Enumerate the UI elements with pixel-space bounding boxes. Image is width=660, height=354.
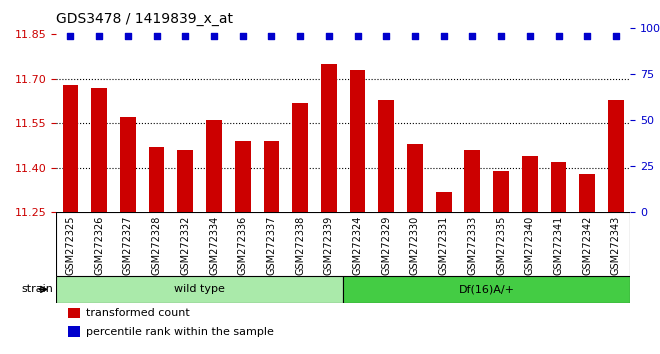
Bar xyxy=(292,103,308,212)
Point xyxy=(323,33,334,39)
Point xyxy=(295,33,306,39)
Point xyxy=(496,33,506,39)
Bar xyxy=(178,150,193,212)
Bar xyxy=(378,99,394,212)
Point xyxy=(180,33,191,39)
Bar xyxy=(67,308,81,319)
Text: GSM272340: GSM272340 xyxy=(525,216,535,275)
Text: GSM272333: GSM272333 xyxy=(467,216,477,275)
Text: GSM272324: GSM272324 xyxy=(352,216,362,275)
Bar xyxy=(56,276,343,303)
Text: GSM272330: GSM272330 xyxy=(410,216,420,275)
Text: GSM272326: GSM272326 xyxy=(94,216,104,275)
Bar xyxy=(343,276,630,303)
Text: transformed count: transformed count xyxy=(86,308,189,318)
Bar xyxy=(350,70,366,212)
Point xyxy=(610,33,621,39)
Bar xyxy=(263,141,279,212)
Text: GSM272334: GSM272334 xyxy=(209,216,219,275)
Bar xyxy=(206,120,222,212)
Text: strain: strain xyxy=(21,284,53,295)
Text: percentile rank within the sample: percentile rank within the sample xyxy=(86,327,274,337)
Point xyxy=(553,33,564,39)
Bar xyxy=(522,156,538,212)
Point xyxy=(352,33,363,39)
Point xyxy=(410,33,420,39)
Bar xyxy=(579,174,595,212)
Point xyxy=(582,33,593,39)
Bar xyxy=(465,150,480,212)
Bar xyxy=(91,88,107,212)
Text: GDS3478 / 1419839_x_at: GDS3478 / 1419839_x_at xyxy=(56,12,233,26)
Bar xyxy=(67,326,81,337)
Point xyxy=(381,33,391,39)
Bar xyxy=(436,192,451,212)
Text: GSM272331: GSM272331 xyxy=(439,216,449,275)
Text: GSM272329: GSM272329 xyxy=(381,216,391,275)
Bar xyxy=(63,85,79,212)
Point xyxy=(467,33,478,39)
Point xyxy=(438,33,449,39)
Point xyxy=(209,33,219,39)
Bar xyxy=(407,144,423,212)
Point xyxy=(266,33,277,39)
Text: GSM272336: GSM272336 xyxy=(238,216,248,275)
Text: wild type: wild type xyxy=(174,284,225,295)
Point xyxy=(123,33,133,39)
Text: GSM272341: GSM272341 xyxy=(554,216,564,275)
Text: GSM272339: GSM272339 xyxy=(324,216,334,275)
Text: GSM272342: GSM272342 xyxy=(582,216,592,275)
Text: GSM272332: GSM272332 xyxy=(180,216,190,275)
Bar xyxy=(608,99,624,212)
Bar xyxy=(550,162,566,212)
Text: GSM272343: GSM272343 xyxy=(611,216,621,275)
Point xyxy=(65,33,76,39)
Bar xyxy=(148,147,164,212)
Bar xyxy=(493,171,509,212)
Text: GSM272328: GSM272328 xyxy=(152,216,162,275)
Point xyxy=(151,33,162,39)
Bar xyxy=(120,118,136,212)
Text: GSM272338: GSM272338 xyxy=(295,216,305,275)
Bar xyxy=(235,141,251,212)
Bar xyxy=(321,64,337,212)
Text: GSM272325: GSM272325 xyxy=(65,216,75,275)
Text: Df(16)A/+: Df(16)A/+ xyxy=(459,284,515,295)
Point xyxy=(238,33,248,39)
Text: GSM272335: GSM272335 xyxy=(496,216,506,275)
Point xyxy=(525,33,535,39)
Text: GSM272337: GSM272337 xyxy=(267,216,277,275)
Point xyxy=(94,33,104,39)
Text: GSM272327: GSM272327 xyxy=(123,216,133,275)
